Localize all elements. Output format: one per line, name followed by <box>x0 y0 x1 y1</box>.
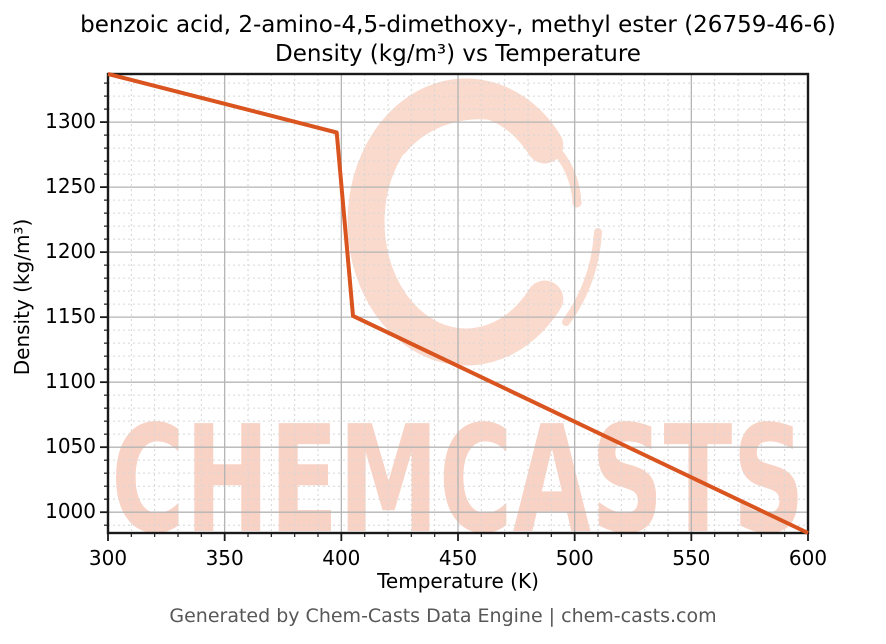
y-tick-label: 1300 <box>45 109 96 134</box>
y-tick-label: 1150 <box>45 304 96 329</box>
data-line-density <box>107 72 809 535</box>
y-tick-label: 1100 <box>45 369 96 394</box>
chart-title-line1: benzoic acid, 2-amino-4,5-dimethoxy-, me… <box>80 12 836 38</box>
chart-title-line2: Density (kg/m³) vs Temperature <box>275 41 641 67</box>
watermark-logo-accent-icon <box>562 228 602 326</box>
x-tick-label: 350 <box>205 546 244 570</box>
watermark-logo-accent-icon <box>397 110 582 208</box>
x-tick-label: 400 <box>322 546 361 570</box>
y-tick-label: 1050 <box>45 434 96 459</box>
y-tick-label: 1200 <box>45 239 96 264</box>
axes-spines <box>106 72 810 535</box>
footer-credit: Generated by Chem-Casts Data Engine | ch… <box>169 605 717 627</box>
y-tick-label: 1250 <box>45 174 96 199</box>
x-axis-label: Temperature (K) <box>377 569 539 593</box>
watermark-logo-icon <box>347 78 564 366</box>
x-tick-label: 500 <box>555 546 594 570</box>
y-tick-label: 1000 <box>45 499 96 524</box>
x-tick-label: 300 <box>88 546 128 570</box>
x-tick-label: 600 <box>788 546 828 570</box>
x-tick-label: 550 <box>672 546 711 570</box>
x-tick-label: 450 <box>438 546 478 570</box>
